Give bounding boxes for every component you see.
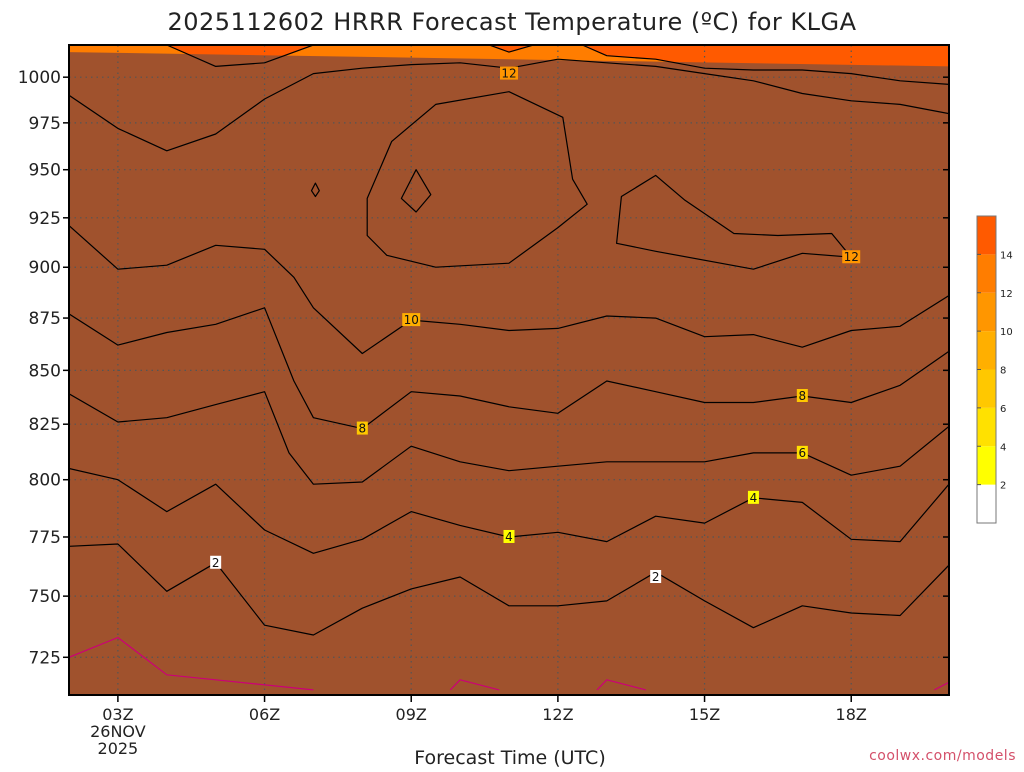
ytick-label-875: 875	[29, 309, 61, 329]
contour-label-9: 12	[501, 67, 516, 81]
isotherm-14c-14	[166, 45, 314, 67]
ytick-label-800: 800	[29, 471, 61, 491]
xtick-label-18Z: 18Z	[836, 705, 867, 724]
xtick-label-03Z: 03Z	[102, 705, 133, 724]
isotherm-10c-8	[69, 225, 949, 355]
colorbar-label-12: 12	[1000, 289, 1013, 300]
isotherm-0c-0	[69, 636, 314, 691]
colorbar-swatch-4	[977, 407, 996, 447]
colorbar-swatch-2	[977, 446, 996, 485]
ytick-label-950: 950	[29, 161, 61, 181]
ytick-label-1000: 1000	[18, 68, 61, 88]
isotherm-lines	[69, 45, 949, 691]
ground-terrain	[69, 52, 949, 695]
isotherm-14c-13	[310, 182, 320, 198]
contour-label-8: 12	[844, 250, 859, 264]
xtick-label-12Z: 12Z	[542, 705, 573, 724]
credit-text: coolwx.com/models	[869, 748, 1016, 764]
contour-label-bg-4	[796, 445, 808, 459]
contour-label-bg-5	[356, 421, 368, 435]
colorbar-label-10: 10	[1000, 327, 1013, 338]
y-axis-pressure-ticks: 725 750 775 800 825 850 875 900 925 950 975 1000	[18, 68, 949, 668]
colorbar-label-8: 8	[1000, 366, 1006, 377]
contour-label-bg-7	[402, 313, 421, 327]
contour-label-3: 4	[750, 491, 758, 505]
contour-label-0: 2	[212, 556, 220, 570]
plot-area: 2 2 4 4 6 8 8 10 12 12	[69, 45, 949, 695]
chart-title: 2025112602 HRRR Forecast Temperature (ºC…	[167, 8, 856, 36]
isotherm-8c-7	[69, 307, 949, 430]
colorbar-label-14: 14	[1000, 250, 1013, 261]
isotherm-0c-1	[449, 679, 500, 691]
contour-label-bg-3	[747, 490, 759, 504]
contour-label-1: 2	[652, 570, 660, 584]
ytick-label-850: 850	[29, 361, 61, 381]
colorbar-swatch-12	[977, 254, 996, 293]
colorbar-swatch-0	[977, 484, 996, 523]
colorbar-label-2: 2	[1000, 481, 1006, 492]
contour-label-2: 4	[505, 530, 513, 544]
ytick-label-775: 775	[29, 528, 61, 548]
xtick-label-15Z: 15Z	[689, 705, 720, 724]
isotherm-labels: 2 2 4 4 6 8 8 10 12 12	[210, 66, 861, 584]
xtick-label-06Z: 06Z	[249, 705, 280, 724]
isotherm-0c-3	[934, 681, 949, 691]
contour-label-5: 8	[359, 422, 367, 436]
colorbar-legend: 2 4 6 8 10 12 14	[976, 215, 1013, 524]
colorbar-label-4: 4	[1000, 442, 1006, 453]
xtick-sublabel-0: 26NOV	[90, 722, 146, 741]
contour-label-6: 8	[799, 389, 807, 403]
colorbar-swatch-10	[977, 292, 996, 332]
x-axis-label: Forecast Time (UTC)	[414, 747, 605, 768]
ytick-label-975: 975	[29, 114, 61, 134]
contour-label-bg-0	[210, 555, 222, 569]
isotherm-14c-15	[489, 45, 534, 53]
isotherm-12c-10	[366, 91, 588, 268]
ytick-label-900: 900	[29, 258, 61, 278]
colorbar-label-6: 6	[1000, 404, 1006, 415]
colorbar-swatch-6	[977, 369, 996, 408]
ytick-label-825: 825	[29, 415, 61, 435]
ytick-label-925: 925	[29, 209, 61, 229]
ytick-label-750: 750	[29, 587, 61, 607]
xtick-sublabel-1: 2025	[98, 739, 139, 758]
xtick-label-09Z: 09Z	[396, 705, 427, 724]
colorbar-swatch-14	[977, 216, 996, 255]
isotherm-14c-16	[582, 45, 949, 85]
contour-label-4: 6	[799, 446, 807, 460]
contour-label-7: 10	[404, 313, 419, 327]
contour-label-bg-1	[650, 569, 662, 583]
colorbar-swatch-8	[977, 331, 996, 370]
isotherm-6c-6	[69, 391, 949, 485]
contour-label-bg-8	[842, 250, 861, 264]
ytick-label-725: 725	[29, 648, 61, 668]
isotherm-14c-12	[400, 169, 432, 213]
ground-fill	[69, 52, 949, 695]
fill-band-14c-15	[489, 45, 534, 53]
isotherm-0c-2	[596, 679, 647, 691]
contour-label-bg-2	[503, 529, 515, 543]
isotherm-12c-11	[616, 174, 852, 270]
contour-label-bg-9	[500, 66, 518, 80]
contour-label-bg-6	[796, 388, 808, 402]
